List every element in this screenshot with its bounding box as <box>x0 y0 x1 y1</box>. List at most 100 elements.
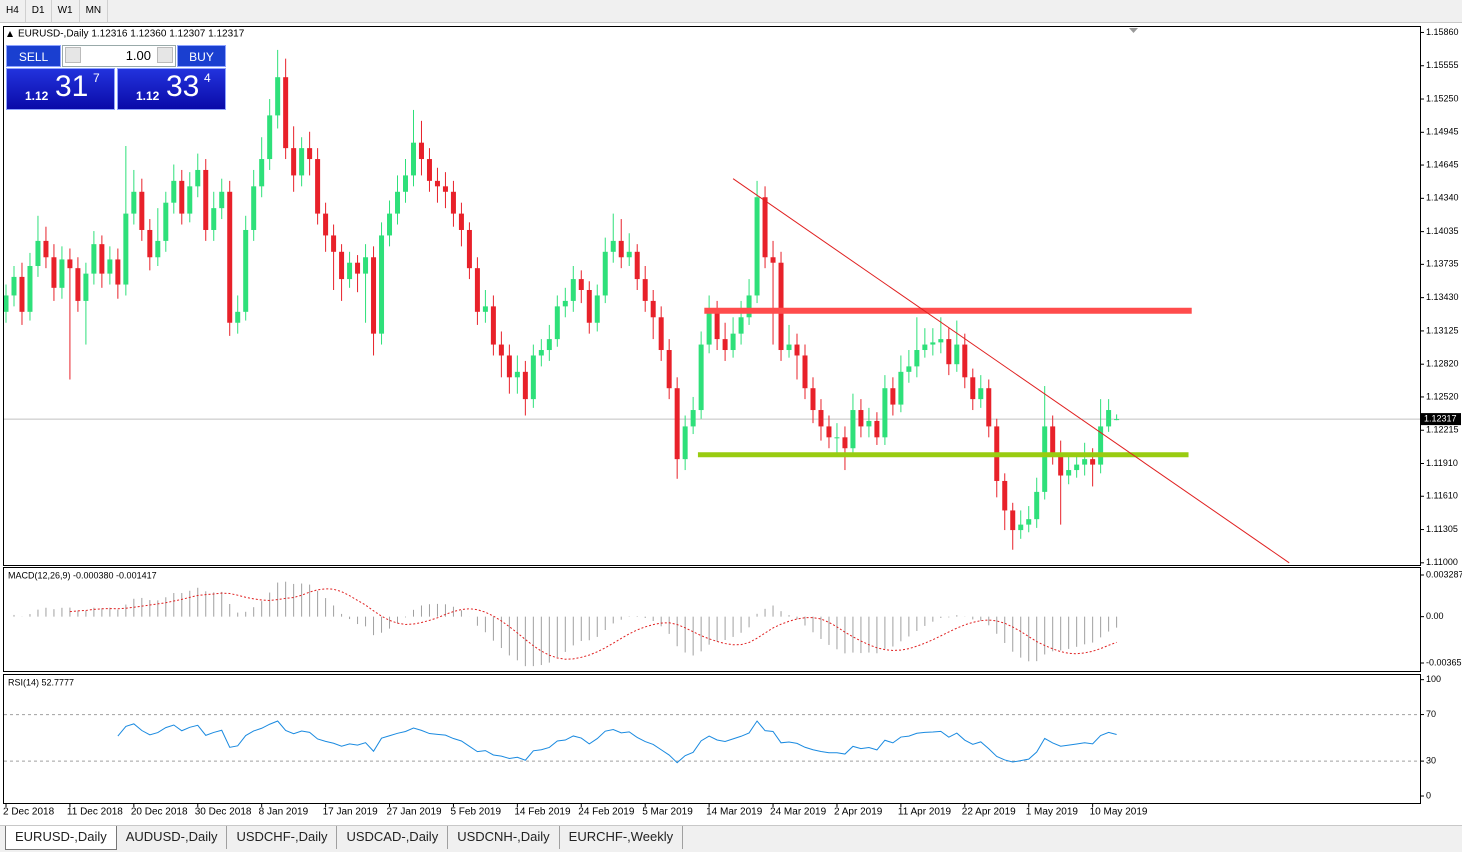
chart-tabs: EURUSD-,Daily AUDUSD-,Daily USDCHF-,Daily U… <box>0 825 1462 852</box>
x-tick-label: 30 Dec 2018 <box>195 807 252 818</box>
y-tick-label: 1.12520 <box>1426 391 1459 401</box>
chart-tab[interactable]: EURCHF-,Weekly <box>560 826 684 849</box>
candle-body <box>315 159 321 214</box>
candle-body <box>1042 426 1048 492</box>
x-tick-label: 20 Dec 2018 <box>131 807 188 818</box>
candle-body <box>938 339 944 343</box>
lot-input[interactable]: 1.00 <box>62 45 176 67</box>
candle-body <box>1066 470 1072 476</box>
chart-tab[interactable]: EURUSD-,Daily <box>5 826 117 850</box>
candle-body <box>562 300 568 307</box>
candle-body <box>139 191 145 230</box>
candle-body <box>371 257 377 334</box>
candle-body <box>658 317 664 351</box>
y-tick-label: 1.14645 <box>1426 159 1459 169</box>
y-tick-label: 0.00 <box>1426 611 1444 621</box>
candle-body <box>323 213 329 236</box>
bid-pip: 7 <box>93 71 100 85</box>
y-tick-label: 1.14945 <box>1426 127 1459 137</box>
x-tick-label: 17 Jan 2019 <box>323 807 378 818</box>
candle-body <box>978 388 984 400</box>
candle-body <box>1026 519 1032 525</box>
candle-body <box>107 259 113 274</box>
candle-body <box>754 197 760 296</box>
candle-body <box>1090 459 1096 465</box>
candle-body <box>275 77 281 116</box>
candle-body <box>810 388 816 411</box>
x-tick-label: 1 May 2019 <box>1026 807 1079 818</box>
candle-body <box>19 276 25 312</box>
timeframe-button[interactable]: W1 <box>52 0 80 22</box>
rsi-panel <box>3 674 1421 804</box>
candle-body <box>858 410 864 427</box>
candle-body <box>291 148 297 176</box>
current-price-box <box>1421 413 1461 426</box>
title-marker <box>7 31 13 37</box>
candle-body <box>147 229 153 258</box>
candle-body <box>1010 510 1016 531</box>
candle-body <box>490 306 496 345</box>
timeframe-button[interactable]: MN <box>80 0 109 22</box>
buy-button[interactable]: BUY <box>177 45 226 67</box>
x-tick-label: 8 Jan 2019 <box>259 807 309 818</box>
chart-tab[interactable]: USDCAD-,Daily <box>337 826 449 849</box>
candle-body <box>522 371 528 400</box>
candle-body <box>834 437 840 439</box>
candle-body <box>930 342 936 345</box>
axes: 1.15860 1.15555 1.15250 1.14945 1.14645 1.143… <box>3 27 1462 818</box>
current-price-label: 1.12317 <box>1424 413 1457 423</box>
candle-body <box>395 191 401 214</box>
sell-button[interactable]: SELL <box>6 45 61 67</box>
candle-body <box>706 311 712 345</box>
lot-down[interactable] <box>65 47 81 63</box>
candle-body <box>818 410 824 427</box>
candle-body <box>426 159 432 181</box>
y-tick-label: 1.14340 <box>1426 193 1459 203</box>
candle-body <box>75 268 81 301</box>
candle-body <box>1074 464 1080 471</box>
candle-body <box>770 257 776 263</box>
ask-big: 33 <box>166 70 200 103</box>
timeframe-button[interactable]: D1 <box>26 0 52 22</box>
ask-box[interactable]: 1.12 33 4 <box>117 68 226 110</box>
candle-body <box>123 213 129 285</box>
candle-body <box>914 350 920 367</box>
candle-body <box>4 295 9 312</box>
candle-body <box>307 148 313 160</box>
candle-body <box>794 344 800 356</box>
candle-body <box>874 420 880 438</box>
x-tick-label: 5 Mar 2019 <box>642 807 693 818</box>
candle-body <box>738 317 744 334</box>
candle-body <box>251 186 257 230</box>
lot-up[interactable] <box>157 47 173 63</box>
y-tick-label: 1.11910 <box>1426 458 1458 468</box>
chart-tab[interactable]: USDCHF-,Daily <box>227 826 338 849</box>
chart-tab[interactable]: USDCNH-,Daily <box>448 826 560 849</box>
chart-tab[interactable]: AUDUSD-,Daily <box>117 826 228 849</box>
candle-body <box>626 251 632 258</box>
candle-body <box>403 175 408 192</box>
candle-body <box>650 300 656 318</box>
candle-body <box>634 251 640 280</box>
y-tick-label: 0.003287 <box>1426 569 1462 579</box>
timeframe-button[interactable]: H4 <box>0 0 26 22</box>
candle-body <box>1018 524 1024 531</box>
candle-body <box>219 191 225 209</box>
candle-body <box>131 191 137 214</box>
candle-body <box>922 344 928 351</box>
x-tick-label: 10 May 2019 <box>1090 807 1148 818</box>
candle-body <box>498 344 504 356</box>
candle-body <box>1082 459 1088 465</box>
x-tick-label: 2 Dec 2018 <box>3 807 55 818</box>
macd-title: MACD(12,26,9) -0.000380 -0.001417 <box>8 570 157 580</box>
x-tick-label: 11 Dec 2018 <box>67 807 123 818</box>
bid-box[interactable]: 1.12 31 7 <box>6 68 115 110</box>
candle-body <box>179 180 185 214</box>
x-tick-label: 24 Mar 2019 <box>770 807 827 818</box>
candle-body <box>778 262 784 351</box>
x-tick-label: 24 Feb 2019 <box>578 807 635 818</box>
candle-body <box>594 295 600 323</box>
candle-body <box>506 355 512 378</box>
candle-body <box>27 265 33 312</box>
trend-line <box>732 178 1290 564</box>
